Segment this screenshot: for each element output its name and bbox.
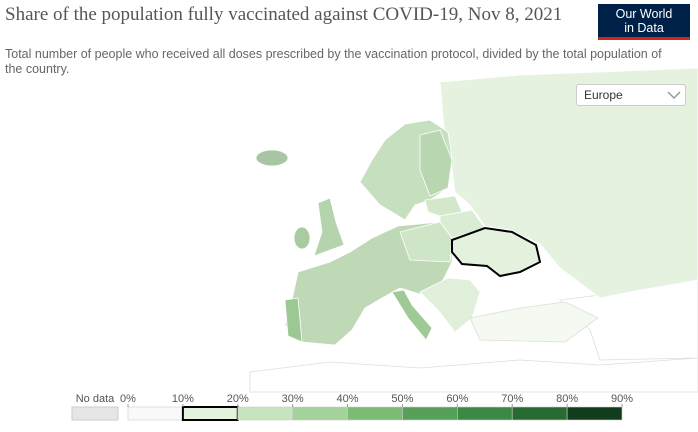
legend-bin	[347, 406, 403, 421]
dropdown-arrow	[667, 91, 681, 100]
no-data-box	[71, 406, 119, 421]
legend-label: 50%	[391, 393, 413, 405]
turkey	[469, 301, 599, 343]
legend: No data 0% 10% 20% 30% 40% 50% 60% 70% 80% 90%	[71, 393, 633, 421]
legend-label: 80%	[556, 393, 578, 405]
legend-label: 0%	[120, 393, 136, 405]
legend-label: 20%	[227, 393, 249, 405]
legend-bin	[566, 406, 623, 421]
legend-label: 30%	[282, 393, 304, 405]
iberia-west	[284, 297, 303, 343]
legend-label: 60%	[446, 393, 468, 405]
balkans	[419, 277, 481, 333]
legend-bin	[457, 406, 513, 421]
finland	[419, 129, 453, 197]
legend-bin	[237, 406, 293, 421]
uk	[313, 197, 345, 257]
italy	[391, 289, 433, 341]
logo-line: in Data	[624, 21, 664, 35]
north-africa	[249, 357, 698, 393]
legend-label: 40%	[337, 393, 359, 405]
region-dropdown[interactable]: Europe	[576, 84, 686, 106]
legend-label: 10%	[172, 393, 194, 405]
title: Share of the population fully vaccinated…	[5, 4, 563, 25]
land	[249, 67, 698, 393]
logo[interactable]: Our World in Data	[598, 4, 690, 40]
region-label: Europe	[584, 88, 623, 102]
legend-bin	[292, 406, 348, 421]
legend-label: 90%	[611, 393, 633, 405]
legend-bin	[511, 406, 568, 421]
legend-bin	[127, 406, 184, 421]
logo-line: Our World	[615, 7, 673, 21]
ukraine	[451, 226, 542, 278]
legend-label: 70%	[501, 393, 523, 405]
legend-bin	[402, 406, 458, 421]
subtitle: Total number of people who received all …	[5, 47, 662, 76]
legend-bin	[181, 406, 239, 421]
iceland	[255, 149, 289, 167]
russia	[439, 67, 698, 299]
ireland	[293, 226, 311, 250]
no-data-label: No data	[76, 393, 115, 405]
